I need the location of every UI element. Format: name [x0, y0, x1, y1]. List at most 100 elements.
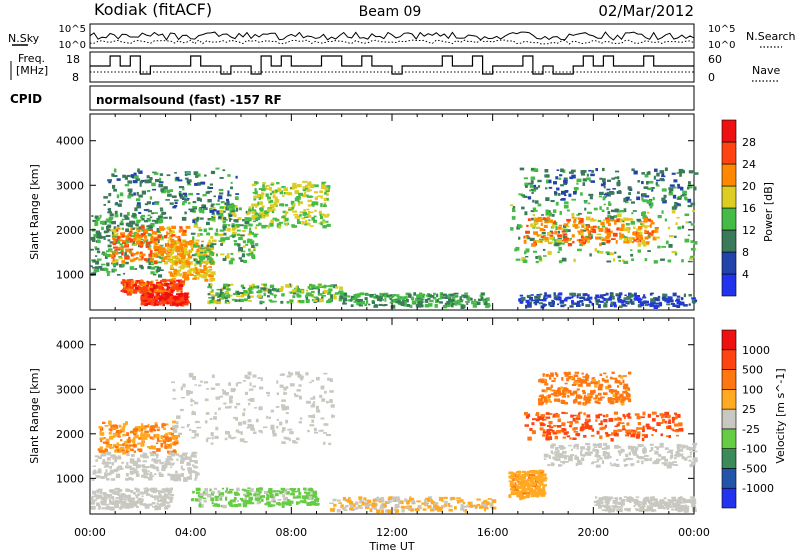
heatmap-cell — [653, 300, 656, 305]
heatmap-cell — [172, 242, 176, 245]
heatmap-cell — [207, 493, 212, 498]
heatmap-cell — [117, 456, 122, 460]
heatmap-cell — [379, 499, 382, 503]
heatmap-cell — [210, 287, 213, 289]
nave-tick-hi: 60 — [708, 53, 722, 66]
heatmap-cell — [541, 489, 546, 493]
heatmap-cell — [149, 250, 153, 254]
heatmap-cell — [622, 259, 625, 262]
heatmap-cell — [607, 452, 610, 455]
heatmap-cell — [585, 442, 591, 446]
heatmap-cell — [542, 236, 546, 239]
heatmap-cell — [665, 240, 669, 245]
heatmap-cell — [120, 281, 125, 285]
heatmap-cell — [251, 203, 256, 207]
heatmap-cell — [96, 250, 101, 254]
heatmap-cell — [195, 472, 198, 475]
heatmap-cell — [510, 204, 514, 207]
heatmap-cell — [128, 494, 132, 497]
heatmap-cell — [329, 508, 335, 512]
heatmap-cell — [194, 220, 198, 225]
heatmap-cell — [158, 473, 164, 477]
heatmap-cell — [454, 302, 458, 306]
heatmap-cell — [272, 430, 276, 434]
heatmap-cell — [670, 428, 674, 431]
heatmap-cell — [606, 188, 611, 191]
heatmap-cell — [628, 451, 632, 456]
heatmap-cell — [117, 488, 120, 492]
heatmap-cell — [662, 293, 668, 297]
heatmap-cell — [625, 196, 630, 200]
nsky-trace — [89, 31, 695, 41]
heatmap-cell — [258, 490, 262, 494]
heatmap-cell — [121, 426, 125, 431]
heatmap-cell — [308, 487, 312, 492]
heatmap-cell — [159, 226, 164, 230]
heatmap-cell — [267, 224, 270, 229]
heatmap-cell — [119, 447, 125, 451]
colorbar-tick-label: 8 — [742, 246, 749, 259]
heatmap-cell — [140, 444, 143, 447]
heatmap-cell — [137, 493, 140, 497]
heatmap-cell — [211, 203, 215, 206]
heatmap-cell — [292, 182, 297, 186]
heatmap-cell — [333, 295, 337, 300]
heatmap-cell — [581, 172, 586, 176]
heatmap-cell — [193, 224, 199, 228]
heatmap-cell — [184, 455, 188, 460]
heatmap-cell — [516, 471, 519, 474]
heatmap-cell — [457, 500, 460, 504]
heatmap-cell — [516, 473, 521, 476]
heatmap-cell — [641, 239, 645, 243]
heatmap-cell — [166, 288, 169, 291]
heatmap-cell — [226, 487, 229, 491]
heatmap-cell — [151, 437, 155, 440]
heatmap-cell — [204, 261, 208, 264]
heatmap-cell — [533, 472, 539, 475]
heatmap-cell — [192, 201, 197, 204]
heatmap-cell — [428, 303, 433, 307]
heatmap-cell — [644, 454, 649, 457]
heatmap-cell — [134, 235, 139, 239]
heatmap-cell — [558, 452, 564, 457]
heatmap-cell — [151, 298, 155, 303]
heatmap-cell — [692, 450, 698, 453]
heatmap-cell — [179, 258, 182, 261]
heatmap-cell — [143, 503, 147, 506]
heatmap-cell — [582, 293, 586, 297]
heatmap-cell — [117, 435, 121, 438]
heatmap-cell — [194, 182, 198, 186]
heatmap-cell — [146, 434, 151, 436]
heatmap-cell — [644, 258, 648, 262]
heatmap-cell — [630, 298, 633, 303]
heatmap-cell — [203, 228, 207, 233]
heatmap-cell — [642, 215, 647, 219]
heatmap-cell — [467, 298, 470, 301]
heatmap-cell — [637, 249, 641, 253]
heatmap-cell — [274, 198, 280, 203]
heatmap-cell — [114, 210, 118, 215]
heatmap-cell — [200, 181, 206, 185]
heatmap-cell — [602, 454, 607, 457]
heatmap-cell — [560, 184, 565, 187]
heatmap-cell — [691, 462, 694, 466]
heatmap-cell — [272, 288, 277, 291]
heatmap-cell — [195, 239, 200, 242]
heatmap-cell — [141, 468, 146, 471]
heatmap-cell — [640, 221, 643, 223]
heatmap-cell — [124, 283, 127, 287]
heatmap-cell — [660, 178, 664, 181]
heatmap-cell — [149, 471, 153, 475]
heatmap-cell — [554, 450, 557, 453]
heatmap-cell — [104, 255, 108, 259]
heatmap-cell — [590, 462, 594, 465]
heatmap-cell — [603, 203, 606, 206]
heatmap-cell — [184, 194, 188, 198]
heatmap-cell — [180, 279, 183, 282]
heatmap-cell — [568, 457, 573, 462]
heatmap-cell — [104, 475, 107, 479]
heatmap-cell — [599, 294, 604, 297]
heatmap-cell — [371, 300, 375, 304]
heatmap-cell — [262, 184, 265, 188]
heatmap-cell — [144, 302, 148, 307]
